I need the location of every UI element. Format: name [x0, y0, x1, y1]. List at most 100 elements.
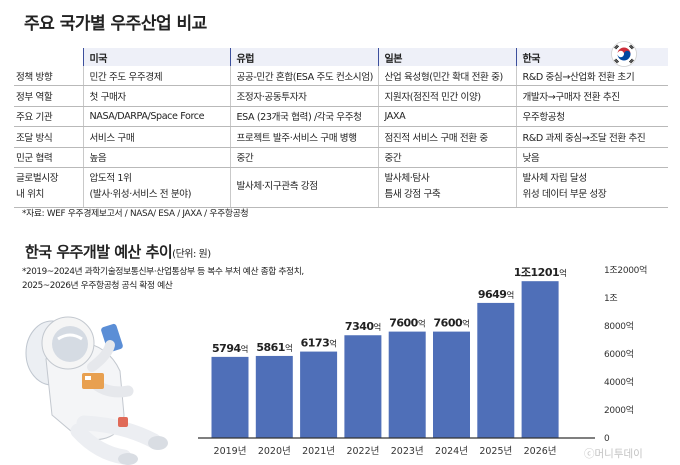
table-cell: 공공-민간 혼합(ESA 주도 컨소시엄)	[229, 66, 378, 87]
bar-value-label: 7600억	[389, 317, 425, 330]
table-cell: JAXA	[377, 106, 516, 128]
row-label: 주요 기관	[14, 106, 83, 128]
cell-line: (발사·위성·서비스 전 분야)	[89, 189, 192, 201]
bar-value-label: 9649억	[478, 288, 514, 301]
chart-unit-note: (단위: 원)	[172, 249, 211, 260]
table-row: 정부 역할 첫 구매자 조정자·공동투자자 지원자(점진적 민간 이양) 개발자…	[14, 85, 668, 107]
bar-value-number: 9649	[478, 288, 507, 301]
header-japan: 일본	[377, 48, 516, 66]
bar-value-number: 7600	[389, 317, 418, 330]
table-row: 민군 협력 높음 중간 중간 낮음	[14, 147, 668, 168]
bar-value-unit: 억	[462, 319, 469, 330]
cell-line: 틈새 강점 구축	[384, 189, 441, 201]
y-tick-label: 4000억	[604, 376, 634, 388]
bar	[388, 331, 426, 438]
bar	[344, 335, 382, 438]
bar-value-number: 5794	[212, 342, 241, 355]
table-cell: 우주항공청	[515, 106, 668, 128]
y-tick-label: 1조2000억	[604, 264, 647, 276]
bar-value-unit: 억	[559, 268, 566, 279]
x-tick-label: 2022년	[346, 446, 379, 457]
cell-line: 압도적 1위	[89, 173, 132, 185]
table-cell: 발사체 자립 달성 위성 데이터 부문 성장	[515, 167, 668, 208]
x-tick-label: 2025년	[479, 446, 512, 457]
bar-value-number: 7340	[345, 320, 374, 333]
table-cell: 산업 육성형(민간 확대 전환 중)	[377, 66, 516, 87]
cell-line: 위성 데이터 부문 성장	[522, 189, 607, 201]
bar-value-label: 6173억	[301, 337, 337, 350]
row-label: 정책 방향	[14, 66, 83, 87]
bar	[477, 302, 515, 438]
bar	[211, 356, 249, 438]
y-tick-label: 0	[604, 434, 610, 444]
table-row: 주요 기관 NASA/DARPA/Space Force ESA (23개국 협…	[14, 106, 668, 128]
bar	[255, 355, 293, 438]
row-label: 민군 협력	[14, 147, 83, 168]
row-label: 정부 역할	[14, 85, 83, 107]
bar-value-label: 5861억	[256, 341, 292, 354]
bar-value-unit: 억	[285, 343, 292, 354]
bar-value-unit: 억	[418, 319, 425, 330]
y-tick-label: 8000억	[604, 320, 634, 332]
cell-line: 발사체·탐사	[384, 173, 430, 185]
row-label-line: 내 위치	[16, 189, 44, 201]
table-cell: R&D 과제 중심→조달 전환 추진	[515, 126, 668, 148]
comparison-table: 미국 유럽 일본 한국 정책 방향 민간 주도 우주경제 공공-민간 혼합(ES…	[14, 48, 668, 208]
x-tick-label: 2020년	[258, 446, 291, 457]
x-tick-label: 2023년	[391, 446, 424, 457]
chart-title-text: 한국 우주개발 예산 추이	[25, 243, 173, 261]
bar-value-label: 7600억	[434, 317, 470, 330]
row-label: 글로벌시장 내 위치	[14, 167, 83, 208]
table-cell: R&D 중심→산업화 전환 초기	[515, 66, 668, 87]
table-cell: 낮음	[515, 147, 668, 168]
source-note: *자료: WEF 우주경제보고서 / NASA/ ESA / JAXA / 우주…	[22, 209, 249, 219]
x-tick-label: 2024년	[435, 446, 468, 457]
table-cell: 발사체·탐사 틈새 강점 구축	[377, 167, 516, 208]
table-cell: 서비스 구매	[82, 126, 230, 148]
bar-value-number: 7600	[434, 317, 463, 330]
header-usa: 미국	[82, 48, 230, 66]
bar-value-number: 6173	[301, 337, 330, 350]
table-cell: 프로젝트 발주·서비스 구매 병행	[229, 126, 378, 148]
y-tick-label: 6000억	[604, 348, 634, 360]
bar-value-label: 5794억	[212, 342, 248, 355]
table-cell: 발사체·지구관측 강점	[229, 167, 378, 208]
chart-footnote-line: *2019~2024년 과학기술정보통신부·산업통상부 등 복수 부처 예산 종…	[22, 267, 304, 277]
table-cell: 높음	[82, 147, 230, 168]
table-row: 정책 방향 민간 주도 우주경제 공공-민간 혼합(ESA 주도 컨소시엄) 산…	[14, 66, 668, 87]
table-cell: 점진적 서비스 구매 전환 중	[377, 126, 516, 148]
bar-value-unit: 억	[506, 290, 513, 301]
korea-flag-icon	[611, 41, 637, 67]
row-label-line: 글로벌시장	[16, 173, 59, 185]
chart-title: 한국 우주개발 예산 추이(단위: 원)	[25, 241, 211, 262]
astronaut-illustration-icon	[25, 316, 168, 465]
table-cell: 중간	[229, 147, 378, 168]
bar-value-label: 7340억	[345, 320, 381, 333]
bar	[521, 281, 559, 438]
table-cell: 조정자·공동투자자	[229, 85, 378, 107]
table-cell: 민간 주도 우주경제	[82, 66, 230, 87]
bar-value-unit: 억	[329, 339, 336, 350]
bar	[433, 331, 470, 438]
bar-value-unit: 억	[241, 344, 248, 355]
y-tick-label: 2000억	[604, 404, 634, 416]
bar-value-label: 1조1201억	[514, 266, 567, 279]
header-europe: 유럽	[229, 48, 378, 66]
x-tick-label: 2026년	[524, 446, 557, 457]
table-cell: 압도적 1위 (발사·위성·서비스 전 분야)	[82, 167, 230, 208]
y-tick-label: 1조	[604, 294, 617, 304]
watermark: ⓒ머니투데이	[584, 448, 643, 460]
table-row: 글로벌시장 내 위치 압도적 1위 (발사·위성·서비스 전 분야) 발사체·지…	[14, 167, 668, 208]
table-cell: 중간	[377, 147, 516, 168]
table-row: 조달 방식 서비스 구매 프로젝트 발주·서비스 구매 병행 점진적 서비스 구…	[14, 126, 668, 148]
cell-line: 발사체 자립 달성	[522, 173, 588, 185]
bar	[300, 351, 338, 438]
x-tick-label: 2019년	[214, 446, 247, 457]
table-cell: 첫 구매자	[82, 85, 230, 107]
table-cell: NASA/DARPA/Space Force	[82, 106, 230, 128]
row-label: 조달 방식	[14, 126, 83, 148]
x-tick-label: 2021년	[302, 446, 335, 457]
chart-footnote: *2019~2024년 과학기술정보통신부·산업통상부 등 복수 부처 예산 종…	[22, 265, 304, 293]
page-title: 주요 국가별 우주산업 비교	[24, 14, 207, 34]
